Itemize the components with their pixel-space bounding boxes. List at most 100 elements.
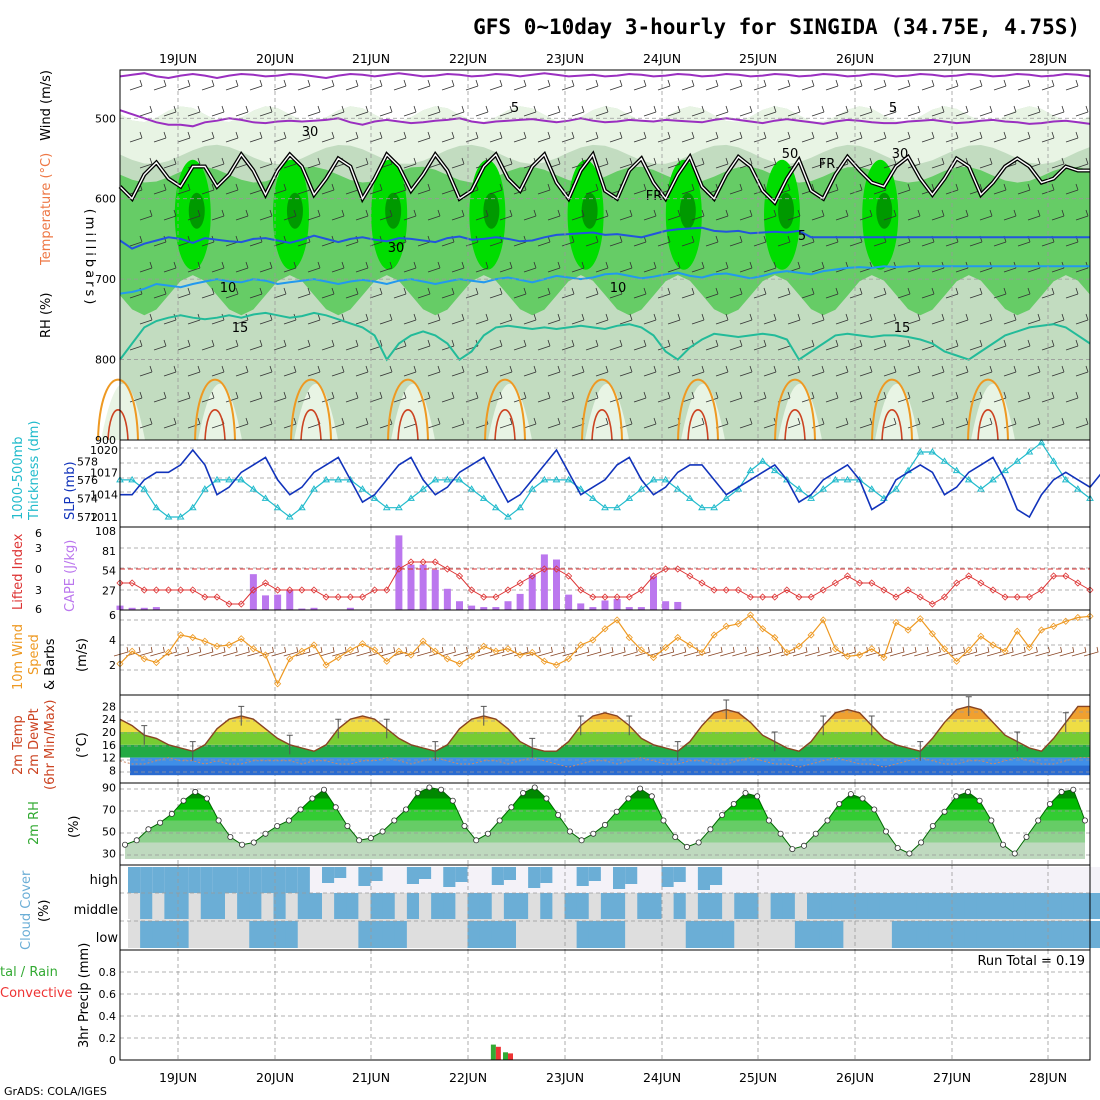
cloud-high-cell — [964, 867, 978, 893]
wind-barb — [955, 417, 969, 429]
contour-label: 30 — [302, 125, 319, 140]
wind-barb-surface — [938, 646, 953, 657]
wind-barb — [969, 339, 983, 351]
wind-barb — [307, 261, 321, 273]
cloud-high-cell — [382, 867, 396, 893]
li-marker — [771, 593, 779, 601]
cape-bar — [468, 605, 476, 610]
rh-marker — [449, 797, 456, 804]
thickness-marker — [516, 503, 525, 511]
li-marker — [916, 593, 924, 601]
wind-barb — [777, 287, 791, 299]
rh-marker — [637, 785, 644, 792]
wind-barb — [163, 417, 177, 429]
cloud-label: Cloud Cover — [19, 870, 34, 950]
wind-barb — [763, 157, 777, 169]
precip-label-2: Convective — [0, 986, 73, 1001]
wind-barb-surface — [1071, 646, 1087, 657]
wind-barb — [873, 339, 887, 351]
wind-marker — [552, 661, 561, 669]
wind-barb — [585, 183, 599, 195]
thickness-marker — [685, 494, 694, 501]
cloud-high-cell — [637, 867, 650, 893]
thickness-marker — [261, 494, 270, 501]
temp-contour-15 — [119, 311, 1091, 362]
li-marker — [989, 586, 997, 594]
cloud-mid-cell — [964, 893, 978, 919]
wind-barb — [729, 235, 743, 247]
rh-marker — [285, 817, 292, 824]
wind-barb-surface — [962, 646, 978, 657]
rh-marker — [871, 806, 878, 813]
wind-barb — [979, 313, 993, 325]
li-marker — [783, 586, 791, 594]
slp-tick: 1020 — [90, 444, 118, 457]
wind-barb — [739, 417, 753, 429]
rh-marker — [695, 839, 702, 846]
wind-marker — [213, 642, 221, 650]
cloud-low-cell — [249, 921, 262, 948]
wind-marker — [468, 652, 476, 660]
cloud-low-cell — [746, 921, 759, 948]
cloud-high-fill — [225, 867, 238, 893]
thickness-marker — [782, 475, 791, 483]
li-marker — [419, 558, 427, 566]
wind-barb — [1051, 105, 1065, 117]
rh-fill-band — [125, 798, 1085, 810]
wind-barb — [835, 105, 849, 117]
slp-tick: 1017 — [90, 466, 118, 479]
wind-barb — [417, 183, 431, 195]
wind-marker — [516, 651, 524, 659]
cloud-high-fill — [249, 867, 262, 893]
wind-barb — [715, 209, 729, 221]
rh-marker — [941, 808, 948, 815]
wind-barb — [369, 131, 383, 143]
cloud-high-cell — [564, 867, 578, 893]
pressure-tick: 500 — [95, 112, 116, 125]
cloud-low-cell — [273, 921, 287, 948]
wind-barb — [201, 339, 215, 351]
slp-tick: 1014 — [90, 489, 118, 502]
cloud-low-cell — [455, 921, 468, 948]
thickness-marker — [407, 494, 415, 501]
rh-marker — [988, 817, 995, 824]
cape-bar — [443, 588, 451, 610]
cloud-low-cell — [431, 921, 444, 948]
rh-marker — [929, 823, 936, 830]
wind-barb-surface — [380, 646, 396, 657]
wind-barb — [897, 131, 911, 143]
thickness-marker — [394, 503, 403, 511]
cloud-low-cell — [358, 921, 371, 948]
wind-barb — [393, 391, 407, 403]
wind-barb — [595, 417, 609, 429]
thickness-marker — [940, 457, 949, 464]
cloud-high-fill — [710, 867, 723, 885]
cloud-high-fill — [273, 867, 287, 893]
thickness-marker — [176, 513, 185, 520]
temp-contour-25 — [687, 409, 709, 441]
cloud-low-cell — [334, 921, 347, 948]
date-label: 23JUN — [546, 1070, 584, 1085]
wind-barb — [235, 209, 249, 221]
cloud-low-cell — [952, 921, 966, 948]
cloud-low-cell — [419, 921, 432, 948]
cloud-high-fill — [334, 867, 347, 878]
wind-barb-surface — [950, 646, 966, 657]
wind-barb-surface — [1035, 646, 1050, 657]
cloud-panel: high middle low — [74, 864, 1100, 951]
thickness-marker — [1013, 457, 1022, 464]
temp-contour-20 — [677, 378, 719, 441]
wind-barb — [273, 339, 287, 351]
minmax-bar — [820, 715, 827, 736]
thickness-marker — [1061, 475, 1070, 483]
cloud-high-cell — [819, 867, 832, 893]
cape-bar — [492, 607, 500, 610]
wind-marker — [928, 630, 936, 638]
chart-title: GFS 0~10day 3-hourly for SINGIDA (34.75E… — [473, 15, 1080, 39]
li-marker — [480, 593, 488, 601]
wind-barb — [931, 209, 945, 221]
pressure-tick: 900 — [95, 434, 116, 447]
cloud-low-cell — [140, 921, 153, 948]
wind-barb — [355, 261, 369, 273]
rh-marker — [367, 835, 374, 842]
